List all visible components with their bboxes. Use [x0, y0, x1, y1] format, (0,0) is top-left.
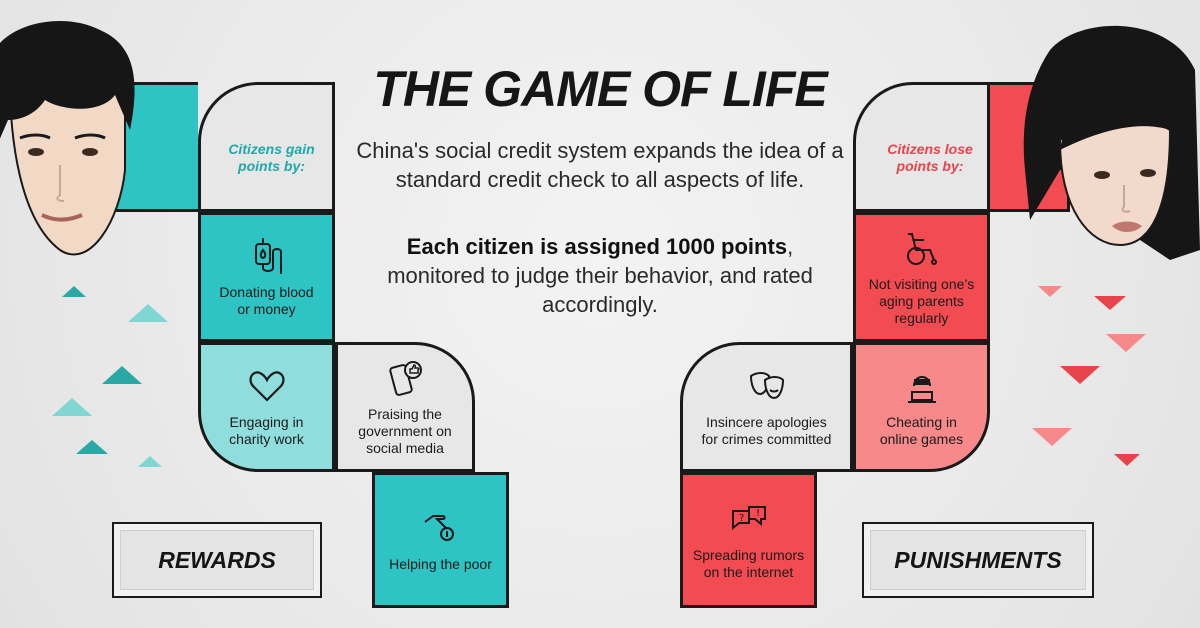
- points-bold: Each citizen is assigned 1000 points: [406, 234, 788, 259]
- points-rest: , monitored to judge their behavior, and…: [387, 234, 813, 317]
- punish-tile-rumors: ? ! Spreading rumors on the internet: [680, 472, 817, 608]
- punish-tile-cheating: Cheating in online games: [853, 342, 990, 472]
- svg-text:!: !: [756, 508, 760, 519]
- decor-triangle: [1038, 286, 1062, 297]
- page-title: THE GAME OF LIFE: [373, 61, 827, 117]
- reward-header-tile: Citizens gain points by:: [198, 82, 335, 212]
- decor-triangle: [1094, 296, 1126, 310]
- decor-triangle: [1060, 366, 1100, 384]
- heart-icon: [248, 371, 285, 402]
- reward-label: Praising the government on social media: [358, 405, 452, 456]
- rewards-badge: REWARDS: [112, 522, 322, 598]
- theater-masks-icon: [749, 372, 784, 400]
- man-portrait: [0, 21, 135, 256]
- reward-tile-praising: Praising the government on social media: [335, 342, 475, 472]
- reward-label: Donating blood or money: [219, 284, 314, 317]
- decor-triangle: [102, 366, 142, 384]
- svg-text:?: ?: [739, 513, 744, 524]
- speech-bubbles-icon: ? !: [731, 506, 766, 531]
- reward-label: Engaging in charity work: [229, 414, 304, 447]
- points-text: Each citizen is assigned 1000 points, mo…: [355, 232, 845, 319]
- punishments-badge: PUNISHMENTS: [862, 522, 1094, 598]
- reward-tile-helping: Helping the poor: [372, 472, 509, 608]
- punishments-badge-label: PUNISHMENTS: [870, 530, 1086, 590]
- blood-bag-icon: [254, 238, 282, 274]
- phone-thumbs-up-icon: [389, 360, 422, 396]
- hacker-icon: [907, 376, 936, 403]
- punish-label: Not visiting one’s aging parents regular…: [868, 275, 975, 326]
- punish-label: Cheating in online games: [879, 414, 964, 447]
- reward-tile-donating: Donating blood or money: [198, 212, 335, 342]
- woman-portrait: [1023, 25, 1200, 261]
- punishments-header: Citizens lose points by:: [887, 141, 973, 174]
- punish-label: Insincere apologies for crimes committed: [701, 414, 832, 447]
- rewards-badge-label: REWARDS: [120, 530, 314, 590]
- rewards-header: Citizens gain points by:: [228, 141, 315, 174]
- decor-triangle: [128, 304, 168, 322]
- wheelchair-icon: [906, 232, 937, 265]
- intro-text: China's social credit system expands the…: [356, 138, 844, 192]
- decor-triangle: [62, 286, 86, 297]
- decor-triangle: [52, 398, 92, 416]
- hand-coin-icon: [423, 514, 454, 541]
- decor-triangle: [1032, 428, 1072, 446]
- decor-triangle: [1106, 334, 1146, 352]
- punish-tile-apologies: Insincere apologies for crimes committed: [680, 342, 853, 472]
- punish-label: Spreading rumors on the internet: [692, 547, 805, 580]
- decor-triangle: [76, 440, 108, 454]
- decor-triangle: [1114, 454, 1140, 466]
- reward-label: Helping the poor: [389, 555, 492, 572]
- punish-tile-parents: Not visiting one’s aging parents regular…: [853, 212, 990, 342]
- decor-triangle: [138, 456, 162, 467]
- reward-tile-charity: Engaging in charity work: [198, 342, 335, 472]
- punish-header-tile: Citizens lose points by:: [853, 82, 990, 212]
